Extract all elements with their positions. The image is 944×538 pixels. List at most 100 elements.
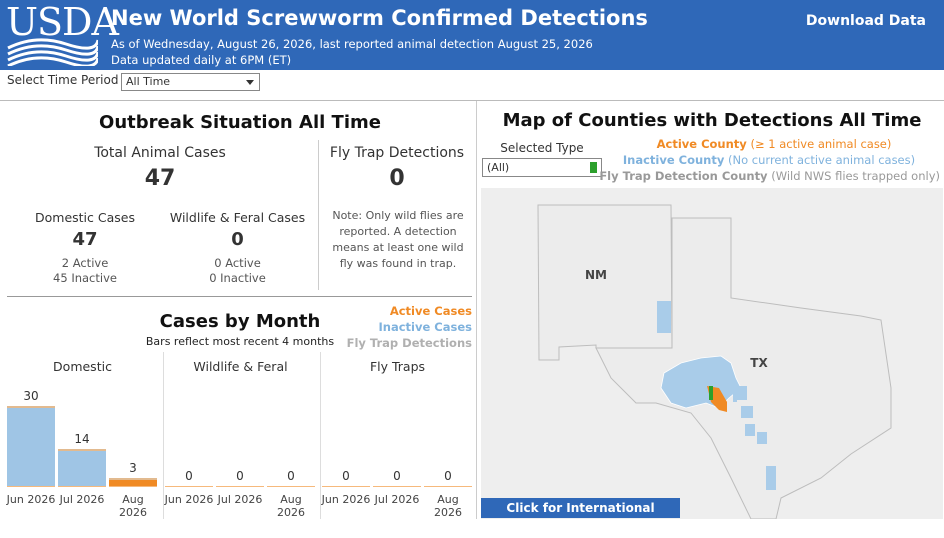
bar-value-label: 0 — [444, 469, 452, 483]
county-map[interactable]: NM TX — [481, 188, 943, 519]
panel-title-fly-traps: Fly Traps — [369, 359, 426, 374]
county-nm-inactive — [657, 301, 671, 333]
bar-value-label: 30 — [23, 389, 39, 403]
fly-trap-note-1: Note: Only wild flies are — [332, 209, 464, 222]
county-inactive-f — [733, 388, 737, 402]
bar-category-label: Jun 2026 — [6, 493, 56, 506]
county-inactive-e — [766, 466, 776, 490]
page-title: New World Screwworm Confirmed Detections — [111, 6, 648, 30]
selected-type-label: Selected Type — [500, 141, 584, 155]
state-label-tx: TX — [750, 356, 768, 370]
panel-divider-1 — [163, 352, 164, 519]
chevron-down-icon — [246, 80, 254, 85]
bar-category-label: Jul 2026 — [59, 493, 105, 506]
bar-baseline — [322, 486, 370, 487]
wildlife-active: 0 Active — [214, 256, 261, 270]
bar-baseline — [7, 486, 55, 487]
map-legend-active-note: (≥ 1 active animal case) — [750, 137, 892, 151]
map-svg: NM TX — [481, 188, 943, 519]
time-period-value: All Time — [126, 75, 171, 88]
legend-fly-trap: Fly Trap Detections — [346, 336, 472, 350]
usda-logo-text: USDA — [6, 0, 119, 44]
county-inactive-b — [741, 406, 753, 418]
map-legend-trap: Fly Trap Detection County (Wild NWS flie… — [590, 169, 940, 183]
wildlife-cases-value: 0 — [231, 229, 244, 250]
bar-baseline — [165, 486, 213, 487]
divider-middle — [476, 101, 477, 519]
map-legend-trap-label: Fly Trap Detection County — [599, 169, 768, 183]
map-title: Map of Counties with Detections All Time — [502, 110, 922, 131]
bar-inactive[interactable] — [7, 406, 55, 486]
usda-logo-waves — [7, 38, 98, 66]
bar-category-label: Jul 2026 — [217, 493, 263, 506]
bar-baseline — [216, 486, 264, 487]
wildlife-cases-label: Wildlife & Feral Cases — [169, 210, 306, 225]
map-legend-inactive: Inactive County (No current active anima… — [600, 153, 938, 167]
map-legend-trap-note: (Wild NWS flies trapped only) — [771, 169, 940, 183]
map-legend-active: Active County (≥ 1 active animal case) — [610, 137, 938, 151]
international-exports-button[interactable]: Click for International Exports — [481, 498, 680, 535]
legend-inactive-cases: Inactive Cases — [378, 320, 472, 334]
county-inactive-c — [745, 424, 755, 436]
legend-active-cases: Active Cases — [389, 304, 472, 318]
bar-inactive[interactable] — [109, 478, 157, 480]
as-of-date: As of Wednesday, August 26, 2026, last r… — [111, 37, 593, 51]
fly-trap-note-2: reported. A detection — [339, 225, 457, 238]
usda-logo: USDA — [6, 0, 119, 66]
fly-trap-note-3: means at least one wild — [332, 241, 464, 254]
cases-by-month-title: Cases by Month — [159, 311, 321, 332]
download-data-button[interactable]: Download Data — [805, 13, 926, 29]
county-inactive-a — [737, 386, 747, 400]
filter-icon — [590, 162, 597, 173]
outbreak-title: Outbreak Situation All Time — [99, 112, 381, 133]
panel-divider-2 — [320, 352, 321, 519]
bar-category-label: Aug 2026 — [119, 493, 147, 519]
header-bar: USDA New World Screwworm Confirmed Detec… — [0, 0, 944, 70]
bar-value-label: 0 — [393, 469, 401, 483]
update-note: Data updated daily at 6PM (ET) — [111, 53, 292, 67]
time-period-select[interactable]: All Time — [121, 73, 260, 91]
divider-top — [0, 100, 944, 101]
total-cases-label: Total Animal Cases — [94, 145, 226, 161]
bar-category-label: Jun 2026 — [164, 493, 214, 506]
domestic-cases-value: 47 — [72, 229, 98, 250]
bar-inactive[interactable] — [58, 448, 106, 486]
bar-value-label: 0 — [287, 469, 295, 483]
state-texas — [595, 217, 892, 519]
domestic-inactive: 45 Inactive — [53, 271, 117, 285]
state-label-nm: NM — [585, 268, 607, 282]
bar-category-label: Aug 2026 — [434, 493, 462, 519]
map-legend-inactive-label: Inactive County — [622, 153, 725, 167]
bar-category-label: Aug 2026 — [277, 493, 305, 519]
fly-trap-note-4: fly was found in trap. — [339, 257, 457, 270]
total-cases-value: 47 — [144, 166, 176, 191]
divider-outbreak — [318, 140, 319, 290]
divider-outbreak-bottom — [7, 296, 472, 297]
domestic-active: 2 Active — [61, 256, 109, 270]
time-period-label: Select Time Period — [7, 73, 119, 87]
bar-value-label: 3 — [129, 461, 137, 475]
cases-by-month-subtitle: Bars reflect most recent 4 months — [145, 335, 335, 348]
bar-value-label: 0 — [185, 469, 193, 483]
fly-trap-value: 0 — [389, 166, 405, 191]
bar-active[interactable] — [109, 480, 157, 486]
map-legend-active-label: Active County — [656, 137, 747, 151]
panel-title-wildlife: Wildlife & Feral — [193, 359, 288, 374]
selected-type-value: (All) — [487, 161, 510, 174]
bar-baseline — [424, 486, 472, 487]
bar-value-label: 14 — [74, 431, 90, 446]
bar-category-label: Jul 2026 — [374, 493, 420, 506]
bar-category-label: Jun 2026 — [321, 493, 371, 506]
bar-baseline — [267, 486, 315, 487]
bar-value-label: 0 — [236, 469, 244, 483]
selected-type-select[interactable]: (All) — [482, 158, 602, 177]
bar-baseline — [373, 486, 421, 487]
panel-title-domestic: Domestic — [53, 359, 112, 374]
county-inactive-d — [757, 432, 767, 444]
bar-baseline — [58, 486, 106, 487]
bar-baseline — [109, 486, 157, 487]
fly-trap-label: Fly Trap Detections — [329, 145, 465, 161]
state-new-mexico — [537, 204, 673, 361]
wildlife-inactive: 0 Inactive — [209, 271, 266, 285]
domestic-cases-label: Domestic Cases — [35, 210, 135, 225]
